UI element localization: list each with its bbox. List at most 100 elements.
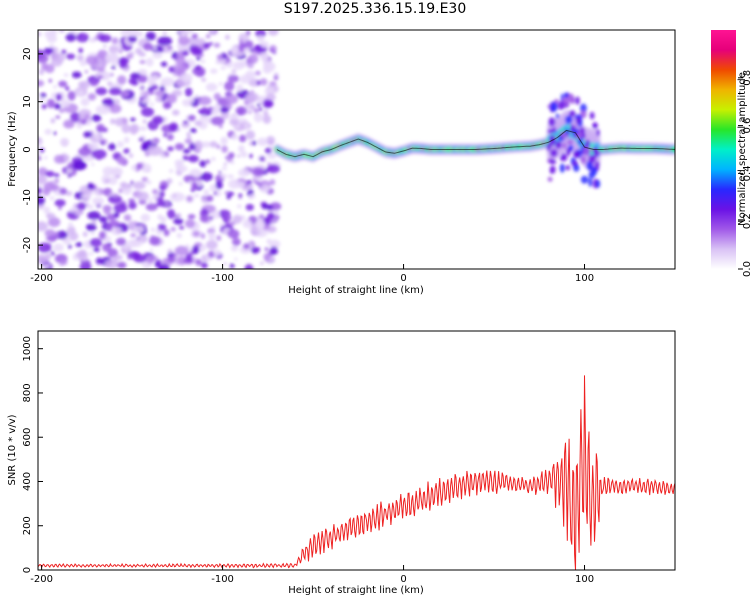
disturbance-blob — [592, 122, 598, 129]
noise-blob — [180, 32, 186, 37]
spectrogram-noise — [38, 30, 282, 269]
noise-blob — [46, 212, 56, 219]
noise-blob — [128, 153, 134, 158]
noise-blob — [127, 220, 136, 229]
noise-blob — [243, 47, 251, 54]
noise-blob — [187, 114, 196, 121]
disturbance-blob — [580, 175, 589, 184]
noise-blob — [67, 90, 76, 101]
noise-blob — [209, 184, 217, 192]
noise-blob — [210, 225, 216, 230]
noise-blob — [151, 74, 160, 81]
noise-blob — [110, 118, 116, 125]
noise-blob — [159, 185, 167, 191]
noise-blob — [88, 142, 99, 150]
noise-blob — [243, 243, 250, 250]
noise-blob — [157, 223, 167, 231]
noise-blob — [123, 148, 130, 154]
x-tick-label: -200 — [30, 273, 53, 284]
noise-blob — [159, 85, 165, 92]
noise-blob — [216, 144, 221, 150]
disturbance-blob — [547, 176, 553, 182]
noise-blob — [167, 209, 176, 219]
noise-blob — [58, 206, 62, 210]
noise-blob — [273, 72, 279, 77]
noise-blob — [187, 154, 199, 163]
disturbance-blob — [549, 165, 556, 174]
noise-blob — [132, 225, 145, 233]
noise-blob — [225, 34, 230, 40]
noise-blob — [52, 52, 66, 62]
noise-blob — [232, 214, 242, 224]
noise-blob — [192, 245, 200, 254]
noise-blob — [135, 162, 143, 170]
disturbance-blob — [575, 153, 580, 159]
noise-blob — [63, 73, 69, 77]
noise-blob — [121, 90, 129, 97]
colorbar-tick-label: 0.4 — [742, 165, 750, 181]
noise-blob — [78, 47, 84, 54]
noise-blob — [227, 229, 240, 239]
noise-blob — [44, 264, 50, 268]
noise-blob — [87, 211, 101, 220]
noise-blob — [128, 198, 135, 203]
noise-blob — [41, 103, 47, 110]
colorbar-tick-label: 0.8 — [742, 70, 750, 86]
noise-blob — [225, 214, 232, 222]
disturbance-blob — [588, 154, 596, 164]
noise-blob — [83, 131, 93, 138]
noise-blob — [194, 94, 199, 99]
noise-blob — [187, 214, 196, 220]
noise-blob — [38, 138, 44, 145]
noise-blob — [257, 35, 265, 43]
noise-blob — [43, 206, 50, 214]
noise-blob — [195, 69, 205, 77]
disturbance-blob — [575, 96, 580, 105]
noise-blob — [196, 38, 206, 45]
noise-blob — [173, 73, 178, 77]
noise-blob — [54, 178, 60, 183]
noise-blob — [197, 96, 212, 106]
noise-blob — [194, 65, 202, 71]
noise-blob — [152, 115, 164, 125]
y-tick-label: 10 — [22, 95, 33, 108]
noise-blob — [154, 262, 160, 268]
noise-blob — [39, 147, 45, 153]
noise-blob — [139, 86, 143, 90]
noise-blob — [259, 78, 268, 86]
disturbance-blob — [555, 113, 560, 119]
noise-blob — [252, 140, 257, 146]
noise-blob — [110, 72, 114, 77]
snr-frame — [37, 330, 676, 571]
noise-blob — [116, 156, 126, 165]
noise-blob — [245, 130, 256, 140]
noise-blob — [68, 222, 73, 228]
y-tick-label: 0 — [22, 146, 33, 152]
noise-blob — [176, 79, 184, 87]
noise-blob — [167, 146, 174, 152]
noise-blob — [141, 143, 149, 152]
disturbance-blob — [547, 129, 554, 134]
noise-blob — [92, 197, 105, 206]
noise-blob — [200, 233, 206, 239]
noise-blob — [174, 159, 185, 166]
noise-blob — [38, 182, 42, 188]
noise-blob — [238, 134, 247, 143]
noise-blob — [178, 36, 190, 46]
noise-blob — [116, 229, 121, 234]
noise-blob — [41, 62, 48, 71]
noise-blob — [141, 163, 152, 173]
noise-blob — [139, 126, 147, 131]
y-tick-label: 1000 — [22, 336, 33, 361]
noise-blob — [149, 236, 161, 246]
noise-blob — [176, 232, 182, 239]
noise-blob — [149, 102, 155, 106]
noise-blob — [59, 187, 68, 195]
noise-blob — [220, 66, 226, 70]
noise-blob — [55, 93, 63, 101]
noise-blob — [104, 178, 111, 184]
noise-blob — [157, 36, 173, 46]
noise-blob — [268, 239, 281, 249]
noise-blob — [53, 243, 64, 252]
noise-blob — [274, 210, 279, 215]
